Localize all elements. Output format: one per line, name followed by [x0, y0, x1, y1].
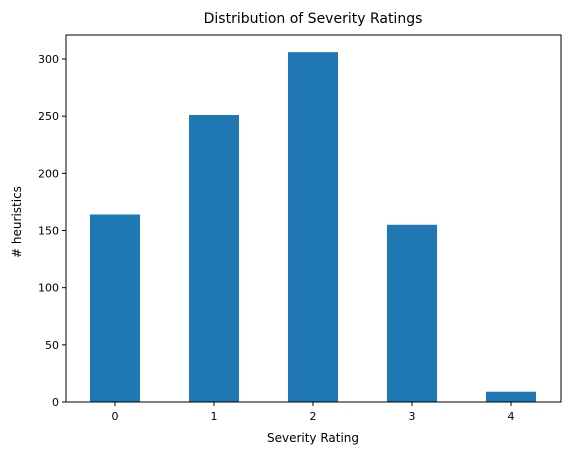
plot-area: 0 50 100 150 200 250 300 0 1 2 3 4: [38, 34, 562, 423]
y-tick-label-150: 150: [38, 225, 59, 238]
bar-4: [486, 391, 536, 402]
x-tick-label-2: 2: [310, 410, 317, 423]
y-tick-label-300: 300: [38, 53, 59, 66]
y-tick-label-0: 0: [52, 396, 59, 409]
bar-1: [189, 115, 239, 402]
x-tick-label-0: 0: [112, 410, 119, 423]
bar-3: [387, 224, 437, 402]
chart-title: Distribution of Severity Ratings: [204, 11, 423, 27]
x-tick-label-1: 1: [211, 410, 218, 423]
x-axis-label: Severity Rating: [267, 431, 359, 445]
bar-0: [90, 214, 140, 402]
y-tick-label-50: 50: [45, 339, 59, 352]
y-tick-label-250: 250: [38, 110, 59, 123]
y-tick-label-200: 200: [38, 167, 59, 180]
bar-2: [288, 52, 338, 402]
plot-frame: [65, 34, 562, 403]
x-tick-label-4: 4: [508, 410, 515, 423]
x-tick-label-3: 3: [409, 410, 416, 423]
y-tick-label-100: 100: [38, 282, 59, 295]
y-axis-label: # heuristics: [10, 186, 24, 258]
